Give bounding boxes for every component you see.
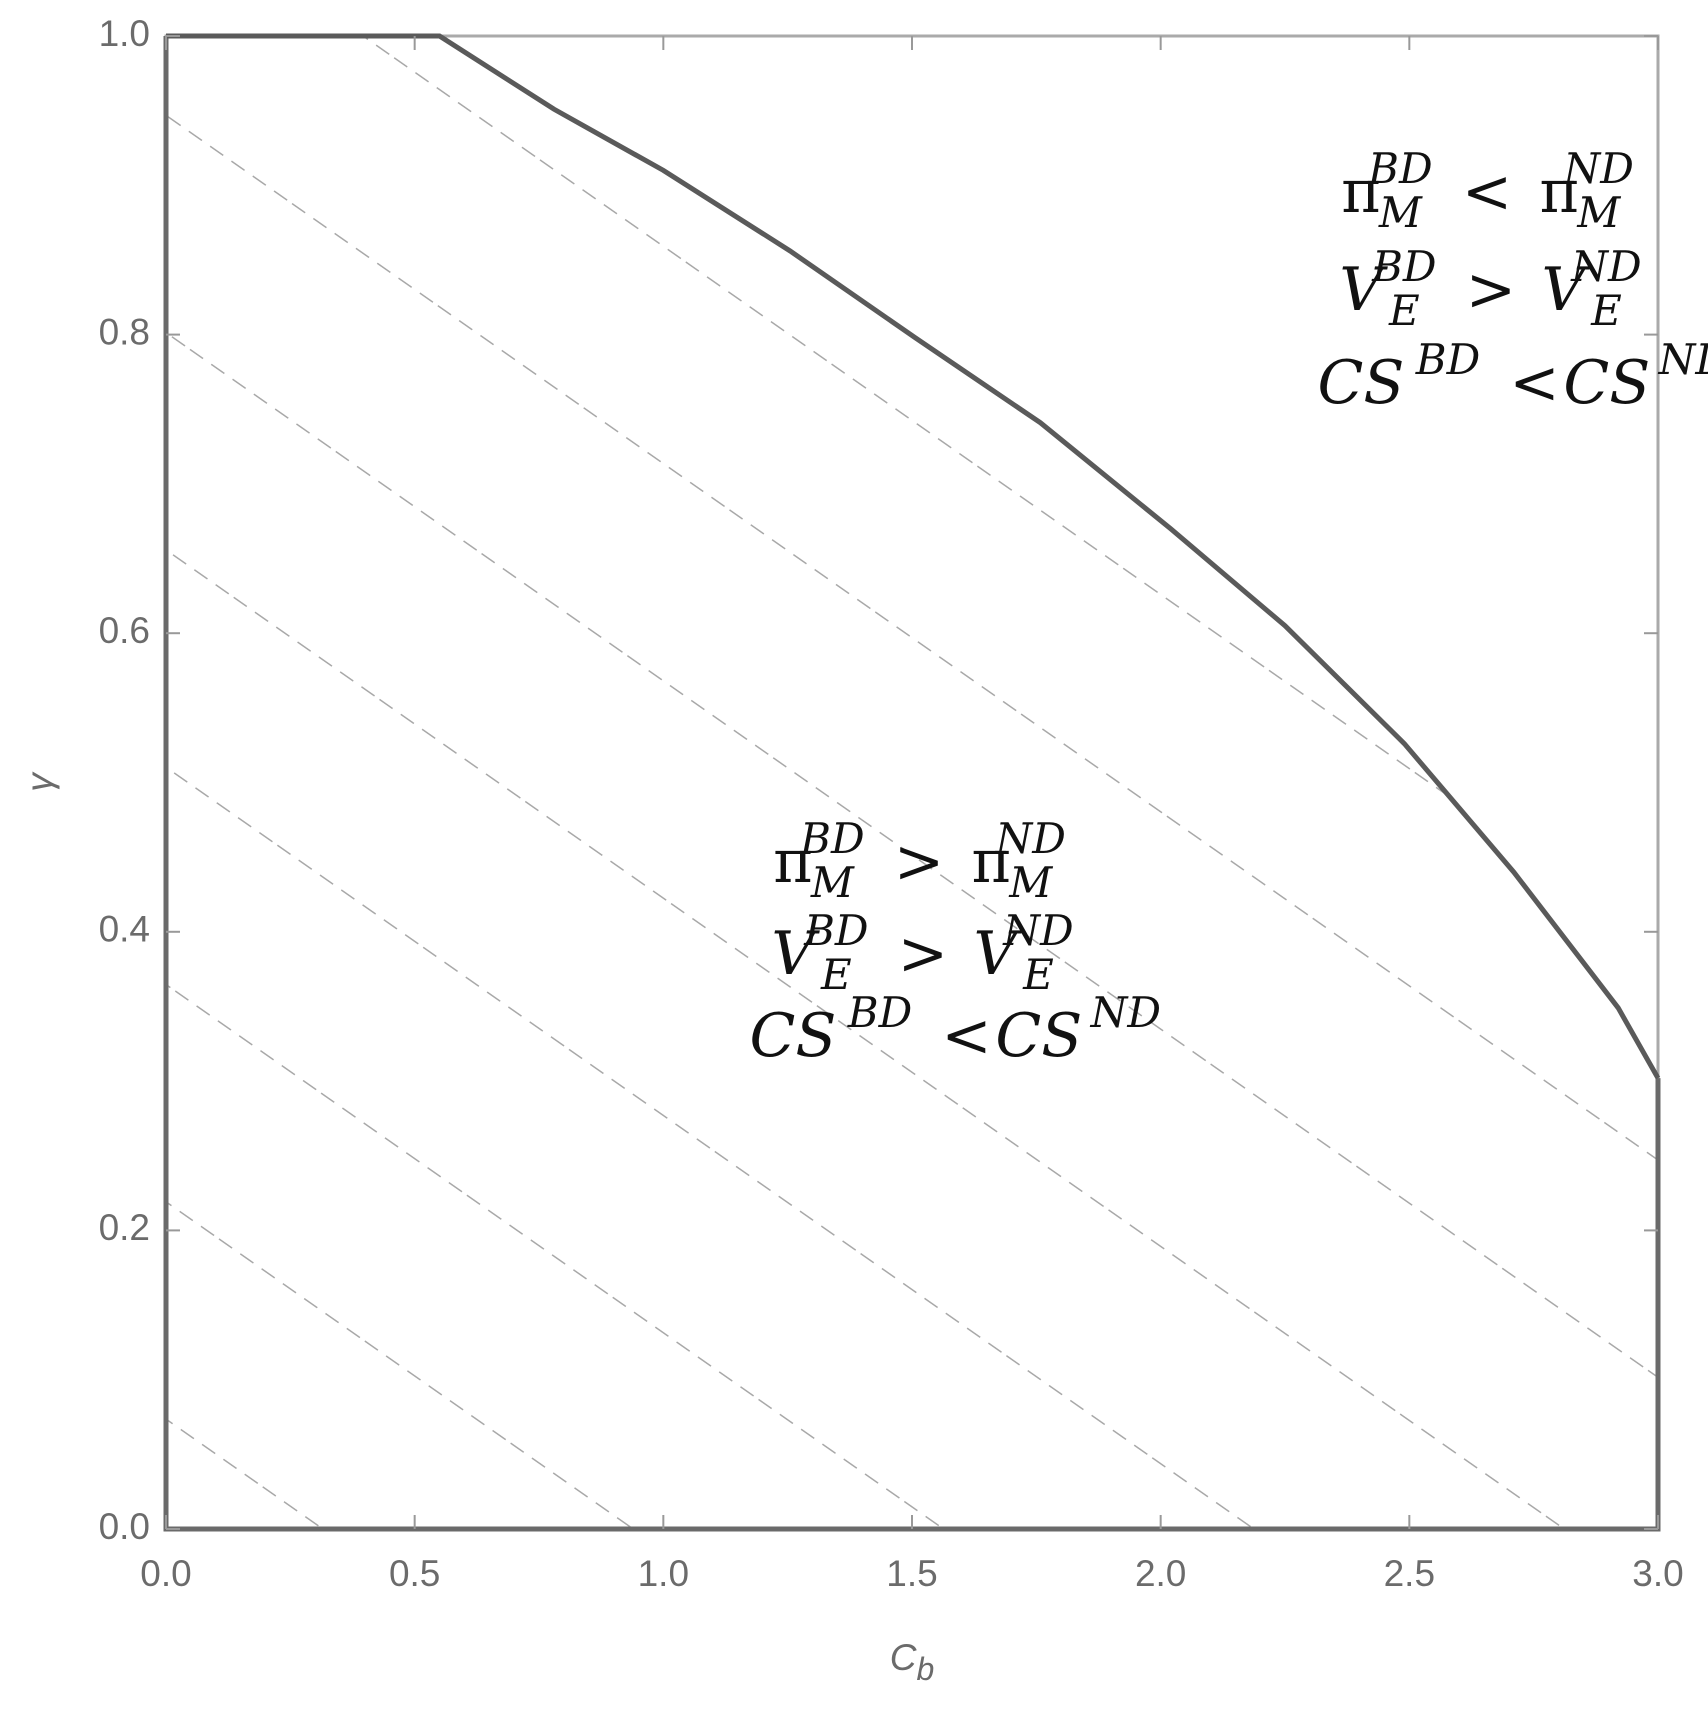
y-tick-label: 0.0	[99, 1506, 150, 1547]
math-base: π	[972, 827, 1011, 897]
math-superscript: BD	[803, 906, 869, 955]
math-superscript: BD	[847, 988, 913, 1037]
math-base: π	[1540, 157, 1579, 227]
math-base: CS	[995, 1001, 1082, 1071]
y-tick-label: 0.2	[99, 1207, 150, 1248]
math-base: CS	[1317, 348, 1404, 418]
y-tick-label: 0.6	[99, 610, 150, 651]
annotation-line: V EBD > V END	[1339, 242, 1641, 335]
math-subscript: M	[1008, 858, 1053, 907]
y-tick-label: 0.8	[99, 311, 150, 352]
math-subscript: E	[1022, 950, 1054, 999]
math-subscript: E	[1388, 286, 1420, 335]
math-base: V	[1339, 255, 1388, 325]
math-base: CS	[1563, 348, 1650, 418]
x-axis-label-sub: b	[916, 1651, 934, 1687]
math-superscript: ND	[1002, 906, 1073, 955]
math-base: π	[1341, 157, 1380, 227]
math-superscript: ND	[994, 814, 1065, 863]
annotation-line: πMBD > πMND	[773, 814, 1066, 907]
math-relation: >	[1466, 255, 1516, 325]
x-axis-label: Cb	[890, 1637, 935, 1688]
math-subscript: E	[820, 950, 852, 999]
y-tick-label: 0.4	[99, 909, 150, 950]
math-subscript: M	[810, 858, 855, 907]
math-superscript: ND	[1570, 242, 1641, 291]
math-base: V	[974, 919, 1023, 989]
math-relation: >	[898, 919, 948, 989]
x-tick-label: 0.0	[140, 1553, 191, 1594]
math-superscript: ND	[1562, 144, 1633, 193]
math-superscript: ND	[1658, 335, 1708, 384]
boundary-curve	[166, 33, 1661, 1080]
math-base: V	[771, 919, 820, 989]
math-superscript: BD	[1371, 242, 1437, 291]
x-tick-label: 2.5	[1384, 1553, 1435, 1594]
math-superscript: ND	[1090, 988, 1161, 1037]
math-base: CS	[749, 1001, 836, 1071]
math-subscript: M	[1378, 188, 1423, 237]
math-superscript: BD	[1415, 335, 1481, 384]
x-tick-label: 3.0	[1632, 1553, 1683, 1594]
annotation-line: V EBD > V END	[771, 906, 1073, 999]
math-superscript: BD	[1367, 144, 1433, 193]
math-relation: <	[941, 1001, 991, 1071]
math-base: V	[1542, 255, 1591, 325]
math-subscript: M	[1576, 188, 1621, 237]
math-relation: >	[894, 827, 944, 897]
y-tick-label: 1.0	[99, 13, 150, 54]
math-base: π	[773, 827, 812, 897]
x-axis-label-base: C	[890, 1637, 917, 1678]
math-subscript: E	[1590, 286, 1622, 335]
y-axis-label: γ	[19, 771, 60, 792]
x-tick-label: 1.0	[638, 1553, 689, 1594]
x-tick-label: 0.5	[389, 1553, 440, 1594]
annotation-line: πMBD < πMND	[1341, 144, 1634, 237]
x-tick-label: 2.0	[1135, 1553, 1186, 1594]
math-relation: <	[1509, 348, 1559, 418]
x-tick-label: 1.5	[886, 1553, 937, 1594]
math-superscript: BD	[799, 814, 865, 863]
math-relation: <	[1462, 157, 1512, 227]
